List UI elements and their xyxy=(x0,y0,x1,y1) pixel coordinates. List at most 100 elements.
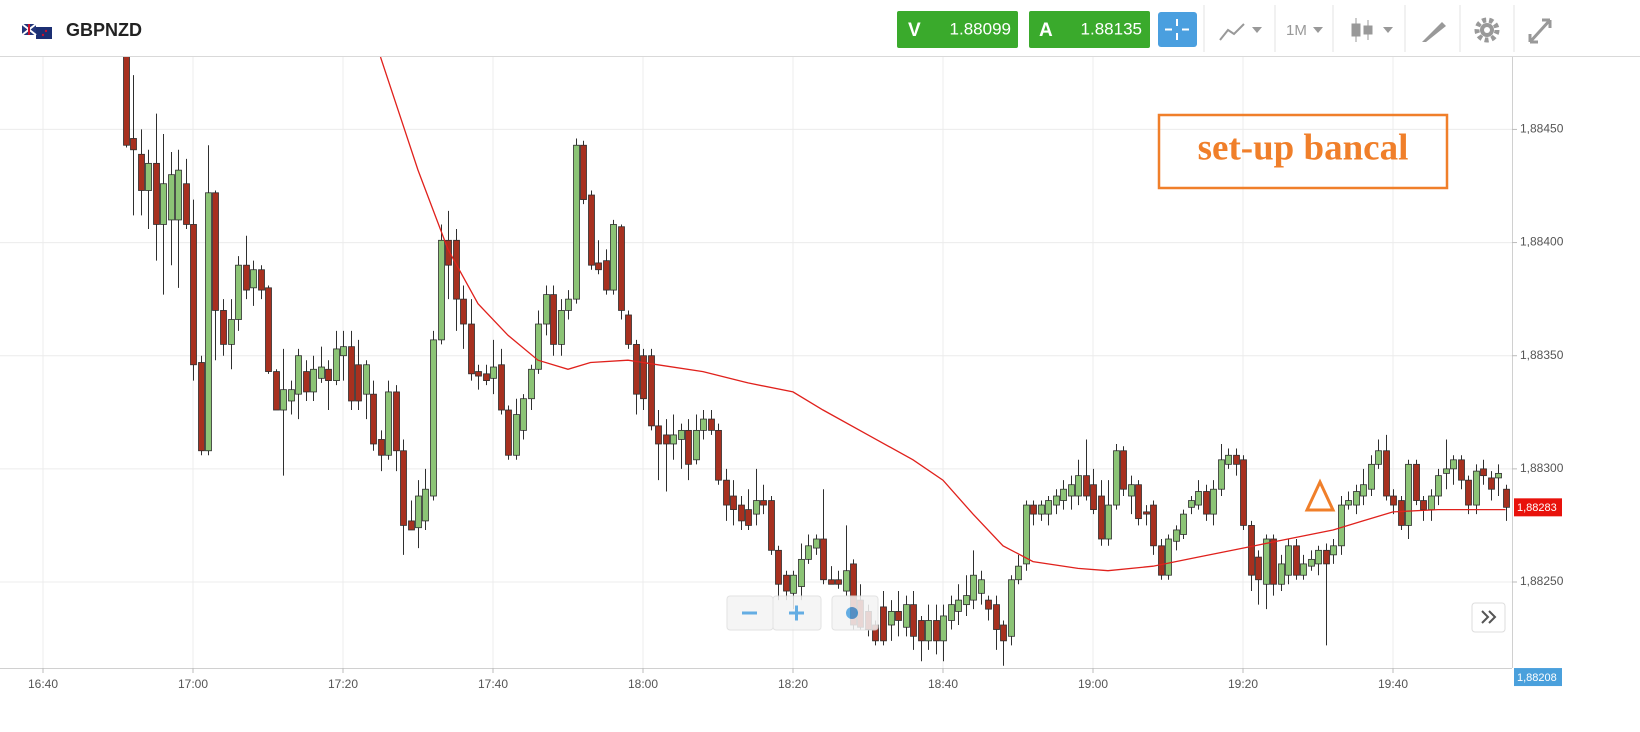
candle-body xyxy=(235,264,242,320)
candle-body xyxy=(843,570,850,592)
candle-body xyxy=(753,500,760,515)
candle-body xyxy=(438,239,445,341)
candle-body xyxy=(1450,459,1457,470)
candle-body xyxy=(228,319,235,345)
candle-body xyxy=(933,620,940,642)
candle-body xyxy=(648,355,655,427)
candle-body xyxy=(790,574,797,594)
draw-icon[interactable] xyxy=(1422,22,1446,42)
candle-body xyxy=(603,260,610,291)
x-tick-label: 19:40 xyxy=(1378,677,1408,691)
candle-body xyxy=(303,371,310,393)
x-tick-label: 16:40 xyxy=(28,677,58,691)
candle-body xyxy=(1300,563,1307,576)
candle-body xyxy=(528,368,535,400)
candle-body xyxy=(1278,563,1285,585)
candle-body xyxy=(273,371,280,411)
candle-body xyxy=(498,364,505,411)
candle-body xyxy=(400,450,407,526)
zoom-in-icon xyxy=(789,605,804,621)
dropdown-arrow xyxy=(1252,27,1262,33)
buy-button[interactable] xyxy=(1029,11,1150,48)
candle-body xyxy=(1263,538,1270,585)
candle-body xyxy=(1203,491,1210,515)
candle-body xyxy=(1008,579,1015,637)
candle-body xyxy=(370,393,377,445)
candle-body xyxy=(483,373,490,382)
candle-body xyxy=(775,549,782,585)
candle-body xyxy=(1420,500,1427,510)
candle-body xyxy=(1105,504,1112,540)
candle-body xyxy=(580,144,587,200)
candle-body xyxy=(505,409,512,456)
candle-body xyxy=(1495,472,1502,479)
candle-body xyxy=(1458,459,1465,481)
candle-body xyxy=(1180,513,1187,535)
candle-body xyxy=(835,579,842,585)
candle-body xyxy=(1075,475,1082,497)
candle-body xyxy=(430,339,437,497)
timeframe[interactable]: 1M xyxy=(1286,22,1307,39)
triangle-marker xyxy=(1304,478,1336,512)
candle-body xyxy=(955,599,962,612)
candle-body xyxy=(1090,484,1097,510)
candle-body xyxy=(745,509,752,526)
candle-body xyxy=(348,346,355,402)
candle-body xyxy=(490,366,497,379)
candle-body xyxy=(1128,484,1135,497)
sell-button[interactable] xyxy=(897,11,1018,48)
y-tick-label: 1,88450 xyxy=(1520,122,1564,136)
candle-body xyxy=(723,479,730,506)
candle-body xyxy=(475,371,482,377)
candle-body xyxy=(1195,491,1202,506)
candle-body xyxy=(1150,504,1157,547)
candle-body xyxy=(1345,500,1352,506)
candle-body xyxy=(1383,450,1390,497)
candle-body xyxy=(708,418,715,431)
candle-body xyxy=(130,138,137,151)
candle-body xyxy=(1165,538,1172,576)
candle-icon[interactable] xyxy=(1351,18,1373,42)
candle-body xyxy=(670,434,677,445)
toolbar-bg xyxy=(0,0,1640,56)
crosshair-button[interactable] xyxy=(1158,12,1197,47)
candle-body xyxy=(730,495,737,510)
candle-body xyxy=(1098,495,1105,540)
symbol: GBPNZD xyxy=(66,20,142,40)
candle-body xyxy=(655,425,662,445)
candle-body xyxy=(738,504,745,522)
candle-body xyxy=(1488,477,1495,490)
settings-icon[interactable] xyxy=(1474,17,1500,43)
candle-body xyxy=(783,574,790,592)
candle-body xyxy=(663,434,670,445)
candle-body xyxy=(805,545,812,560)
candle-body xyxy=(625,314,632,345)
candle-body xyxy=(295,355,302,395)
candle-body xyxy=(1083,475,1090,497)
candle-body xyxy=(1315,549,1322,565)
candle-body xyxy=(1360,484,1367,497)
candle-body xyxy=(903,604,910,628)
candle-body xyxy=(633,343,640,395)
x-tick-label: 17:40 xyxy=(478,677,508,691)
fullscreen-icon[interactable] xyxy=(1528,18,1552,44)
candle-body xyxy=(925,620,932,642)
candle-body xyxy=(1158,545,1165,576)
candle-body xyxy=(393,391,400,452)
candle-body xyxy=(888,611,895,626)
candle-body xyxy=(1120,450,1127,490)
candle-body xyxy=(288,389,295,402)
chart-type-icon[interactable] xyxy=(1219,23,1245,41)
x-tick-label: 17:20 xyxy=(328,677,358,691)
candle-body xyxy=(212,192,219,311)
candle-body xyxy=(768,500,775,551)
axes: 1,88250 1,88300 1,88350 1,88400 1,88450 16:40… xyxy=(0,57,1564,691)
zoom-controls xyxy=(726,595,879,631)
candle-body xyxy=(415,495,422,529)
candle-body xyxy=(460,298,467,325)
candle-body xyxy=(1240,459,1247,526)
candle-body xyxy=(1053,495,1060,506)
candle-body xyxy=(385,391,392,456)
sell-label: V xyxy=(908,20,921,41)
annotation-box xyxy=(1157,113,1449,190)
